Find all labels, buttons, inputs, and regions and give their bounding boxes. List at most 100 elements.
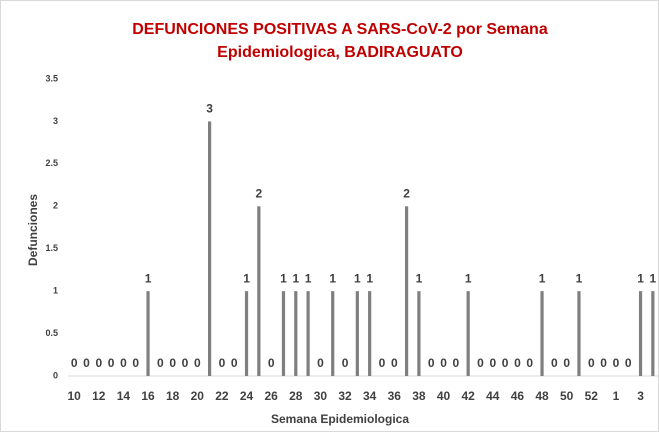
data-label: 0 — [71, 356, 78, 370]
y-tick-label: 0.5 — [45, 328, 58, 338]
x-tick-label: 12 — [92, 389, 106, 403]
data-label: 2 — [403, 186, 410, 200]
bar — [294, 291, 298, 376]
data-label: 1 — [243, 271, 250, 285]
data-label: 0 — [120, 356, 127, 370]
data-label: 1 — [465, 271, 472, 285]
data-label: 1 — [576, 271, 583, 285]
data-label: 0 — [95, 356, 102, 370]
x-tick-label: 18 — [166, 389, 180, 403]
data-label: 0 — [182, 356, 189, 370]
data-label: 0 — [169, 356, 176, 370]
data-label: 0 — [502, 356, 509, 370]
bar — [331, 291, 335, 376]
y-tick-label: 2.5 — [45, 158, 58, 168]
x-tick-label: 20 — [191, 389, 205, 403]
data-label: 1 — [366, 271, 373, 285]
bar — [306, 291, 310, 376]
bar — [466, 291, 470, 376]
bar — [257, 206, 261, 376]
bar — [146, 291, 150, 376]
data-label: 0 — [489, 356, 496, 370]
y-tick-label: 0 — [53, 370, 58, 380]
data-label: 0 — [563, 356, 570, 370]
y-tick-label: 3 — [53, 116, 58, 126]
data-label: 0 — [83, 356, 90, 370]
x-tick-label: 16 — [141, 389, 155, 403]
data-label: 0 — [428, 356, 435, 370]
data-label: 0 — [391, 356, 398, 370]
y-tick-label: 2 — [53, 201, 58, 211]
data-label: 0 — [588, 356, 595, 370]
x-tick-label: 10 — [67, 389, 81, 403]
y-tick-label: 1.5 — [45, 243, 58, 253]
bar — [638, 291, 643, 376]
data-label: 0 — [613, 356, 620, 370]
data-label: 0 — [108, 356, 115, 370]
x-tick-label: 1 — [613, 389, 620, 403]
data-label: 0 — [132, 356, 139, 370]
bar — [404, 206, 409, 376]
data-label: 1 — [354, 271, 361, 285]
data-label: 0 — [194, 356, 201, 370]
x-tick-label: 22 — [215, 389, 229, 403]
x-tick-label: 30 — [314, 389, 328, 403]
data-label: 0 — [231, 356, 238, 370]
bar — [244, 291, 249, 376]
data-label: 1 — [650, 271, 657, 285]
data-label: 0 — [625, 356, 632, 370]
data-label: 1 — [416, 271, 423, 285]
data-label: 0 — [317, 356, 324, 370]
data-label: 0 — [157, 356, 164, 370]
data-label: 0 — [268, 356, 275, 370]
data-label: 0 — [453, 356, 460, 370]
data-label: 1 — [280, 271, 287, 285]
x-tick-label: 24 — [240, 389, 254, 403]
data-label: 0 — [219, 356, 226, 370]
bar — [651, 291, 655, 376]
data-label: 2 — [256, 186, 263, 200]
x-tick-label: 42 — [461, 389, 475, 403]
bar — [577, 291, 581, 376]
x-tick-label: 32 — [338, 389, 352, 403]
bar — [368, 291, 372, 376]
x-tick-label: 44 — [486, 389, 500, 403]
x-tick-label: 50 — [560, 389, 574, 403]
data-label: 3 — [206, 102, 213, 116]
x-tick-label: 26 — [264, 389, 278, 403]
x-tick-label: 14 — [117, 389, 131, 403]
x-tick-label: 40 — [437, 389, 451, 403]
data-label: 1 — [329, 271, 336, 285]
x-tick-label: 28 — [289, 389, 303, 403]
data-label: 1 — [145, 271, 152, 285]
data-label: 0 — [600, 356, 607, 370]
x-tick-label: 34 — [363, 389, 377, 403]
data-label: 0 — [477, 356, 484, 370]
x-tick-label: 3 — [637, 389, 644, 403]
data-label: 0 — [379, 356, 386, 370]
data-label: 1 — [292, 271, 299, 285]
data-label: 1 — [637, 271, 644, 285]
x-tick-label: 52 — [585, 389, 599, 403]
data-label: 0 — [514, 356, 521, 370]
y-tick-label: 1 — [53, 286, 58, 296]
data-label: 0 — [342, 356, 349, 370]
data-label: 1 — [539, 271, 546, 285]
x-tick-label: 48 — [535, 389, 549, 403]
bar — [540, 291, 544, 376]
bar — [355, 291, 359, 376]
y-axis-label: Defunciones — [26, 194, 40, 266]
x-tick-label: 38 — [412, 389, 426, 403]
x-axis-label: Semana Epidemiologica — [271, 412, 409, 426]
bar — [207, 121, 212, 376]
bar — [281, 291, 286, 376]
data-label: 0 — [526, 356, 533, 370]
data-label: 0 — [551, 356, 558, 370]
x-tick-label: 36 — [388, 389, 402, 403]
bar — [417, 291, 421, 376]
chart-title: DEFUNCIONES POSITIVAS A SARS-CoV-2 por S… — [132, 21, 548, 61]
data-label: 1 — [305, 271, 312, 285]
data-label: 0 — [440, 356, 447, 370]
